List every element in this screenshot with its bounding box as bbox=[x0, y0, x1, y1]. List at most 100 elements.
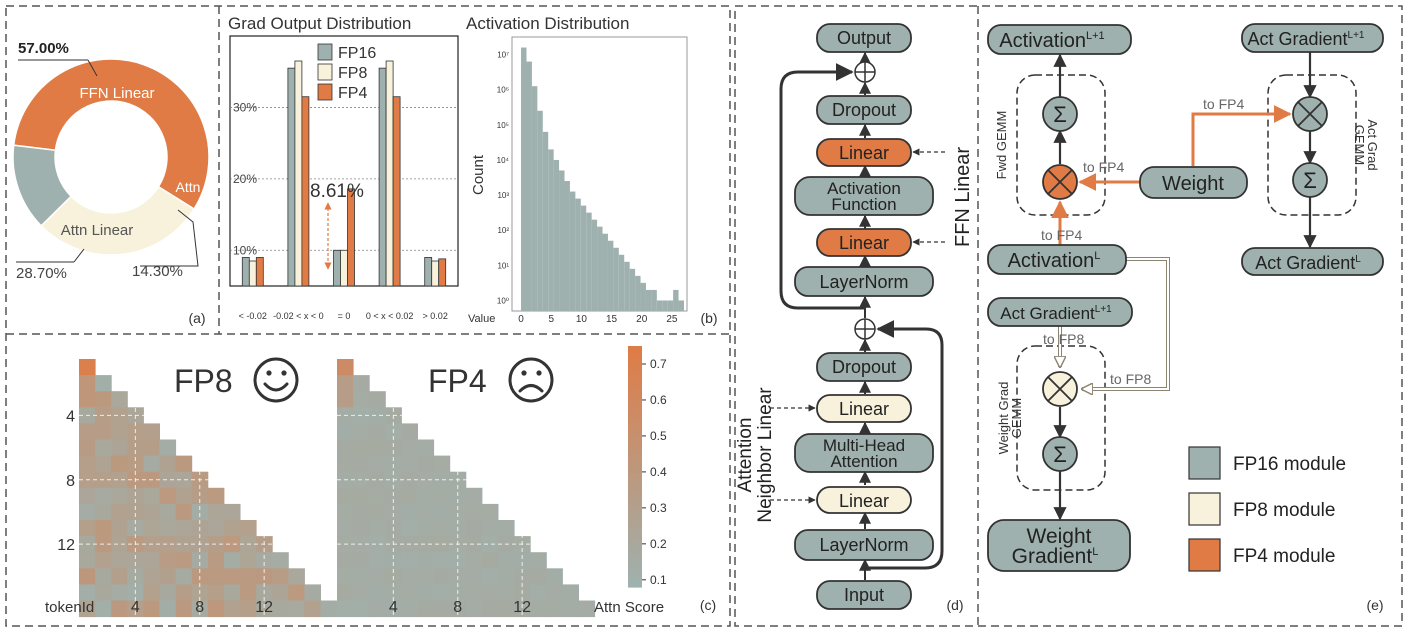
colorbar-step bbox=[628, 418, 642, 425]
output-label: Output bbox=[837, 28, 891, 48]
colorbar-step bbox=[628, 496, 642, 504]
heatmap-cell bbox=[562, 600, 579, 618]
attn-linear-slice-label: Attn Linear bbox=[61, 222, 134, 239]
heatmap-cell bbox=[353, 439, 370, 457]
activation-ytick-label: 10³ bbox=[497, 191, 509, 200]
heatmap-cell bbox=[481, 584, 499, 601]
activation-bar bbox=[586, 212, 592, 311]
legend-fp4-label: FP4 module bbox=[1233, 546, 1335, 567]
colorbar-step bbox=[628, 502, 642, 510]
multiply-symbols bbox=[1047, 101, 1323, 402]
colorbar-step bbox=[628, 346, 642, 353]
grad-bar-fp8 bbox=[431, 260, 440, 287]
heatmap-cell bbox=[530, 568, 547, 585]
heatmap-cell bbox=[240, 600, 257, 618]
donut-slice-ffn-linear bbox=[12, 58, 210, 211]
heatmap-cell bbox=[337, 375, 354, 392]
heatmap-cell bbox=[481, 503, 499, 521]
heatmap-cell bbox=[449, 503, 467, 521]
heatmap-cell bbox=[481, 552, 499, 569]
heatmap-cell bbox=[546, 600, 563, 618]
heatmap-cell bbox=[385, 487, 402, 505]
colorbar-step bbox=[628, 508, 642, 516]
heatmap-cell bbox=[353, 423, 370, 440]
grad-grid bbox=[230, 107, 458, 251]
right-frame bbox=[734, 5, 1403, 627]
activation-xlabel: Value bbox=[468, 313, 495, 325]
legend-fp8-label: FP8 module bbox=[1233, 500, 1335, 521]
grad-ytick-label: 10% bbox=[233, 243, 257, 257]
heatmap-cell bbox=[159, 439, 177, 457]
colorbar-step bbox=[628, 514, 642, 522]
heatmap-cell bbox=[369, 407, 386, 424]
attn-linear-percent-label: 28.70% bbox=[16, 265, 67, 282]
colorbar-step bbox=[628, 568, 642, 576]
activation-function-box bbox=[794, 176, 934, 216]
heatmap-cell bbox=[337, 439, 354, 457]
heatmap-cell bbox=[95, 520, 112, 537]
heatmap-cell bbox=[385, 600, 402, 618]
act-gradient-mid-box bbox=[987, 297, 1133, 327]
heatmap-cell bbox=[337, 359, 354, 376]
grad-xtick-label: < -0.02 bbox=[239, 311, 267, 321]
activation-bar bbox=[531, 86, 538, 311]
heatmap-cell bbox=[514, 552, 531, 569]
colorbar: 0.1 0.2 0.3 0.4 0.5 0.6 0.7 bbox=[628, 346, 667, 588]
heatmap-cell bbox=[223, 520, 241, 537]
activation-ytick-label: 10⁰ bbox=[497, 296, 509, 305]
heatmap-cell bbox=[143, 584, 160, 601]
attention-side-label-1: Attention bbox=[735, 418, 756, 493]
heatmap-cell bbox=[353, 391, 370, 408]
heatmap-cell bbox=[223, 536, 241, 553]
heatmap-cell bbox=[223, 600, 241, 618]
activation-bar bbox=[564, 181, 570, 311]
heatmap-cell bbox=[433, 584, 451, 601]
heatmap-cell bbox=[127, 487, 144, 505]
heatmap-cell bbox=[175, 471, 193, 489]
activation-bar bbox=[526, 61, 532, 311]
weight-grad-gemm-label-1: Weight Grad bbox=[996, 382, 1011, 455]
weight-grad-gemm-label-2: GEMM bbox=[1009, 398, 1024, 438]
heatmap-cell bbox=[95, 439, 112, 457]
heatmap-cell bbox=[433, 455, 451, 473]
heatmap-cell bbox=[304, 600, 321, 618]
heatmap-cell bbox=[417, 455, 435, 473]
heatmap-cell bbox=[175, 584, 193, 601]
act-gradient-out-box bbox=[1241, 247, 1384, 276]
grad-bar-fp16 bbox=[378, 67, 387, 287]
heatmap-cell bbox=[465, 600, 483, 618]
heatmap-cell bbox=[449, 600, 467, 618]
heatmap-cell bbox=[401, 552, 418, 569]
attention-side-label-2: Neighbor Linear bbox=[755, 387, 776, 523]
grad-xtick-label: > 0.02 bbox=[423, 311, 448, 321]
grad-ytick-label: 20% bbox=[233, 172, 257, 186]
heatmap-cell bbox=[127, 552, 144, 569]
heatmap-cell bbox=[256, 600, 273, 618]
heatmap-cell bbox=[546, 568, 563, 585]
colorbar-step bbox=[628, 442, 642, 450]
heatmap-cell bbox=[240, 552, 257, 569]
heatmap-cell bbox=[320, 600, 338, 618]
heatmap-cell bbox=[417, 520, 435, 537]
colorbar-tick-label: 0.3 bbox=[650, 501, 667, 515]
colorbar-step bbox=[628, 388, 642, 395]
colorbar-step bbox=[628, 532, 642, 540]
colorbar-step bbox=[628, 352, 642, 359]
heatmap-cell bbox=[417, 503, 435, 521]
grad-chart-title: Grad Output Distribution bbox=[228, 14, 411, 33]
panel-c-label: (c) bbox=[700, 597, 716, 613]
heatmap-cell bbox=[143, 600, 160, 618]
legend-fp4-swatch bbox=[1188, 538, 1221, 572]
activation-function-label-2: Function bbox=[831, 195, 896, 214]
colorbar-step bbox=[628, 376, 642, 383]
gemm-dataflow-diagram: Fwd GEMM Act Grad GEMM Weight Grad GEMM bbox=[987, 23, 1384, 613]
colorbar-step bbox=[628, 556, 642, 564]
heatmap-cell bbox=[353, 520, 370, 537]
activation-bar bbox=[607, 240, 614, 311]
heatmap-cell bbox=[353, 455, 370, 473]
heatmap-cell bbox=[207, 487, 225, 505]
heatmap-cell bbox=[369, 503, 386, 521]
heatmap-cell bbox=[401, 520, 418, 537]
mha-label-2: Attention bbox=[830, 452, 897, 471]
heatmap-cell bbox=[449, 552, 467, 569]
